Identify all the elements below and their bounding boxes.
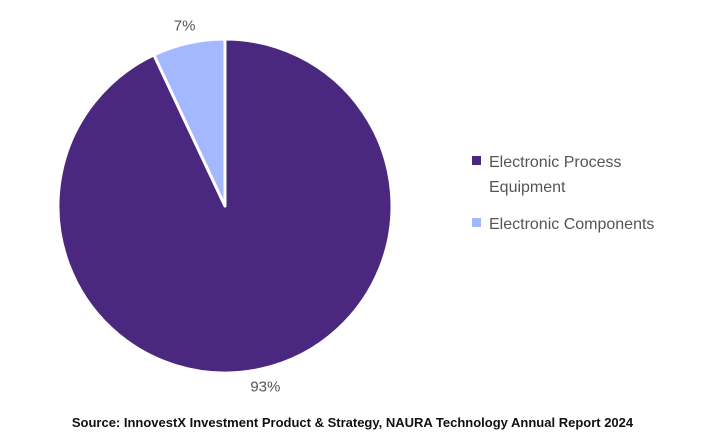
legend: Electronic Process Equipment Electronic … <box>472 150 697 249</box>
legend-item-electronic-process-equipment: Electronic Process Equipment <box>472 150 697 200</box>
pie-chart: 93% 7% <box>56 17 394 396</box>
legend-swatch-electronic-process-equipment <box>472 156 481 165</box>
legend-label-electronic-components: Electronic Components <box>489 216 655 233</box>
pie-slice-electronic-components <box>152 37 227 208</box>
legend-swatch-electronic-components <box>472 218 481 227</box>
data-label-electronic-process-equipment: 93% <box>250 379 280 396</box>
legend-item-electronic-components: Electronic Components <box>472 212 697 237</box>
source-note: Source: InnovestX Investment Product & S… <box>71 415 634 430</box>
legend-label-electronic-process-equipment: Electronic Process Equipment <box>489 154 622 196</box>
data-label-electronic-components: 7% <box>174 17 196 34</box>
